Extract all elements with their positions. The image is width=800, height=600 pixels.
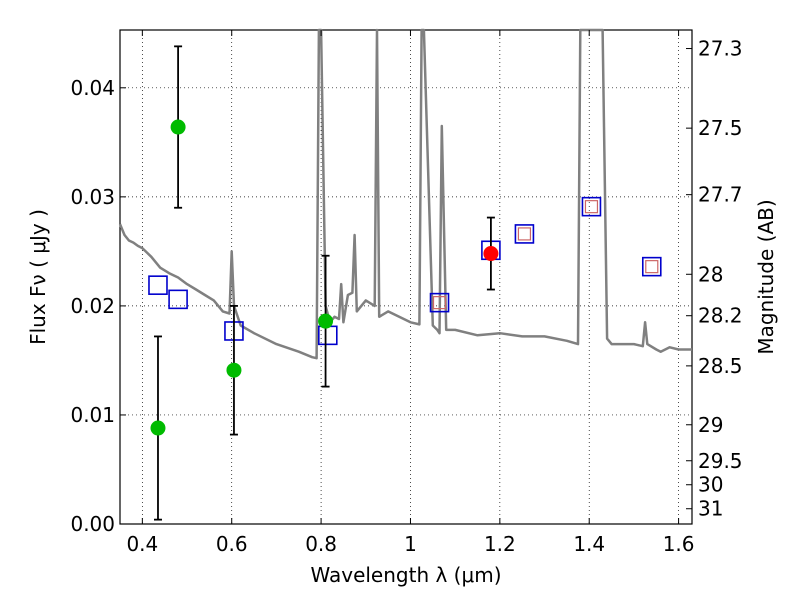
photometry-point [150,420,166,436]
x-tick-label: 1.4 [573,532,605,556]
right-tick-label: 27.3 [698,37,743,61]
model-photometry-inner-box [517,227,532,241]
right-tick-label: 29.5 [698,449,743,473]
model-photometry-inner-box [645,260,659,274]
x-tick-label: 1.6 [663,532,695,556]
y-tick-label: 0.01 [70,403,115,427]
x-tick-label: 1.2 [484,532,516,556]
y-tick-label: 0.04 [70,76,115,100]
model-spectrum-line [118,28,692,360]
photometry-point [170,119,186,135]
right-tick-label: 31 [698,497,723,521]
right-tick-label: 28.5 [698,354,743,378]
x-tick-label: 0.6 [216,532,248,556]
photometry-point [226,362,242,378]
photometry-point [483,246,499,262]
right-tick-label: 28.2 [698,304,743,328]
model-photometry-layer [148,196,662,346]
model-photometry-box [641,256,662,277]
y-axis-label: Flux Fν ( μJy ) [26,209,50,345]
right-tick-label: 27.5 [698,116,743,140]
axis-ticks: 0.4 0.6 0.8 1 1.2 1.4 1.6 0.00 0.01 0.02 0.03 0.04 2… [70,30,743,556]
photometry-layer [150,45,499,521]
x-tick-label: 0.8 [305,532,337,556]
right-tick-label: 28 [698,262,723,286]
grid [120,30,692,525]
model-photometry-inner-box [584,200,599,214]
model-photometry-box [581,196,602,217]
y-tick-label: 0.02 [70,294,115,318]
model-spectrum-layer [118,28,692,360]
right-tick-label: 30 [698,473,723,497]
plot-area [119,29,693,525]
model-photometry-box [148,275,168,295]
model-photometry-box [168,289,188,310]
x-axis-label: Wavelength λ (μm) [310,563,501,587]
model-photometry-box [429,292,450,313]
y-tick-label: 0.03 [70,185,115,209]
x-tick-label: 0.4 [126,532,158,556]
photometry-point [318,313,334,329]
model-photometry-box [317,325,338,346]
x-tick-label: 1 [404,532,417,556]
right-tick-label: 27.7 [698,183,743,207]
right-tick-label: 29 [698,413,723,437]
y-tick-label: 0.00 [70,512,115,536]
model-photometry-box [514,224,535,244]
right-axis-label: Magnitude (AB) [754,199,778,354]
model-photometry-inner-box [432,296,447,310]
